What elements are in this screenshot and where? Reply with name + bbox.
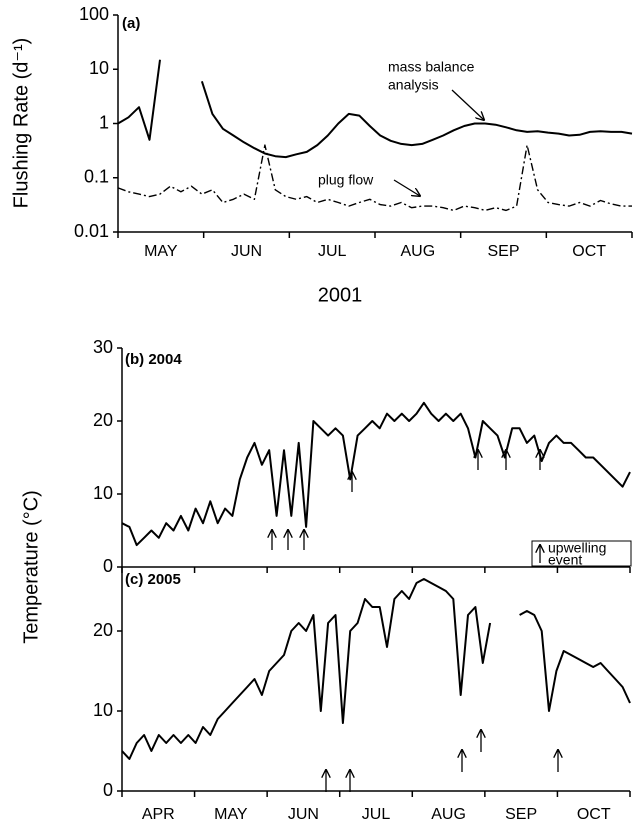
x-tick-label: APR bbox=[142, 806, 175, 823]
annotation: plug flow bbox=[318, 172, 374, 188]
y-tick-label: 20 bbox=[93, 410, 113, 430]
y-axis-label: Temperature (°C) bbox=[20, 490, 42, 644]
x-tick-label: JUN bbox=[288, 806, 319, 823]
x-tick-label: MAY bbox=[144, 243, 178, 260]
annotation: mass balance bbox=[388, 59, 475, 75]
x-tick-label: MAY bbox=[214, 806, 248, 823]
x-tick-label: JUN bbox=[231, 243, 262, 260]
data-line bbox=[117, 144, 632, 212]
x-tick-label: SEP bbox=[505, 806, 537, 823]
y-axis-label: Flushing Rate (d⁻¹) bbox=[10, 38, 32, 209]
x-tick-label: AUG bbox=[400, 243, 435, 260]
x-tick-label: SEP bbox=[487, 243, 519, 260]
y-tick-label: 0.01 bbox=[74, 221, 109, 241]
y-tick-label: 100 bbox=[79, 4, 109, 24]
annotation-arrow bbox=[393, 179, 420, 196]
y-tick-label: 0 bbox=[103, 780, 113, 800]
annotation: upwelling bbox=[548, 540, 606, 556]
data-line bbox=[121, 578, 631, 760]
y-tick-label: 0 bbox=[103, 556, 113, 576]
annotation: analysis bbox=[388, 77, 439, 93]
x-axis-label: 2001 bbox=[318, 284, 363, 306]
x-tick-label: OCT bbox=[577, 806, 611, 823]
data-line bbox=[121, 401, 631, 547]
y-tick-label: 0.1 bbox=[84, 167, 109, 187]
x-tick-label: AUG bbox=[431, 806, 466, 823]
x-tick-label: JUL bbox=[362, 806, 391, 823]
legend-box bbox=[531, 540, 632, 567]
panel-label: (b) 2004 bbox=[125, 351, 182, 368]
y-tick-label: 20 bbox=[93, 620, 113, 640]
y-tick-label: 1 bbox=[99, 112, 109, 132]
annotation-arrow bbox=[451, 89, 484, 120]
y-tick-label: 10 bbox=[89, 58, 109, 78]
x-tick-label: JUL bbox=[318, 243, 347, 260]
panel-label: (a) bbox=[122, 15, 140, 32]
data-line bbox=[117, 59, 633, 159]
x-tick-label: OCT bbox=[572, 243, 606, 260]
panel-label: (c) 2005 bbox=[125, 571, 181, 588]
annotation: event bbox=[548, 552, 582, 568]
y-tick-label: 30 bbox=[93, 337, 113, 357]
upwelling-arrows bbox=[272, 450, 558, 792]
y-tick-label: 10 bbox=[93, 483, 113, 503]
y-tick-label: 10 bbox=[93, 700, 113, 720]
